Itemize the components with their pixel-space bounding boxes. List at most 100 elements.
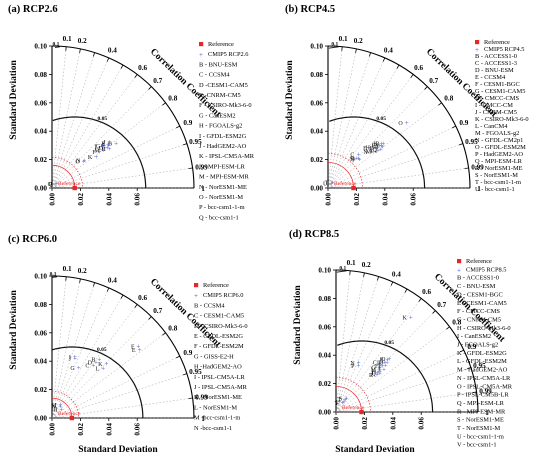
model-point-marker: + <box>357 362 361 370</box>
legend-entry: H -HadGEM2-AO <box>194 364 242 371</box>
legend-entry: G - CanESM2 <box>199 112 236 119</box>
corr-tick-label: 0.95 <box>189 368 202 376</box>
model-point-marker: + <box>60 406 64 414</box>
model-point-marker: + <box>73 354 77 362</box>
corr-tick-label: 1 <box>201 415 205 423</box>
x-tick-label: 0.06 <box>410 193 418 206</box>
panel-title: (d) RCP8.5 <box>289 229 339 240</box>
legend-model-marker: + <box>475 46 479 54</box>
model-point-marker: + <box>373 147 377 155</box>
corr-tick-label: 0.95 <box>473 362 486 370</box>
legend-entry: M - HadGEM2-AO <box>457 367 508 374</box>
legend-entry: N - IPSL-CM5A-LR <box>457 375 511 382</box>
model-point-marker: + <box>379 146 383 154</box>
x-tick-label: 0.06 <box>134 193 142 206</box>
corr-grid-line <box>335 349 464 413</box>
model-point-label: E <box>378 363 382 369</box>
legend-entry: O - NorESM1-M <box>199 194 243 201</box>
legend-entry: D -CESM1-CAM5 <box>199 82 248 89</box>
corr-tick-mark <box>106 57 110 62</box>
y-tick-label: 0.10 <box>310 43 323 51</box>
taylor-panel-3: 0.1 0.2 0.4 0.6 0.7 0.8 0.9 0.95 0.99 1 0.05 0.1 Ref… <box>8 234 248 455</box>
legend-entry: Reference <box>203 282 229 289</box>
corr-grid-line <box>51 46 67 189</box>
model-point-marker: + <box>106 140 110 148</box>
rms-contour-label: 0.05 <box>384 340 394 346</box>
y-tick-label: 0.02 <box>318 380 331 388</box>
corr-grid-line <box>51 355 180 419</box>
corr-grid-line <box>51 278 81 419</box>
model-point-label: C <box>350 152 354 158</box>
corr-grid-line <box>327 74 414 189</box>
rms-contour <box>336 270 347 273</box>
model-point-label: M <box>94 149 100 155</box>
legend: Reference + CMIP5 RCP2.6 B - BNU-ESM C - CCS… <box>199 41 255 221</box>
model-point-label: L <box>377 360 381 366</box>
y-tick-label: 0.10 <box>34 43 47 51</box>
model-point-marker: + <box>378 363 382 371</box>
corr-tick-label: 1 <box>485 409 489 417</box>
reference-std-arc <box>327 162 354 189</box>
model-point-label: M <box>51 403 57 409</box>
corr-tick-mark <box>464 167 469 169</box>
taylor-panel-1: 0.1 0.2 0.4 0.6 0.7 0.8 0.9 0.95 0.99 1 0.05 0.1 Ref… <box>8 4 255 221</box>
reference-arc-label: Reference <box>58 180 81 187</box>
legend-entry: H - CMCC-CMS <box>475 95 519 102</box>
corr-tick-label: 0.8 <box>168 94 177 102</box>
rms-contour <box>54 46 60 48</box>
corr-tick-mark <box>396 64 400 69</box>
legend-entry: P - HadGEM2-AO <box>475 151 523 158</box>
legend-entry: E - GFDL-ESM2G <box>194 333 243 340</box>
rms-contour <box>52 116 147 188</box>
y-tick-label: 0.08 <box>318 295 331 303</box>
model-point-marker: + <box>91 362 95 370</box>
legend-entry: L - CanCM4 <box>475 123 508 130</box>
model-point-marker: + <box>100 142 104 150</box>
model-point-marker: + <box>355 155 359 163</box>
legend-entry: B - ACCESS1-0 <box>475 53 517 60</box>
model-point-marker: + <box>376 142 380 150</box>
reference-point <box>359 409 364 415</box>
model-point-marker: + <box>381 143 385 151</box>
corr-tick-label: 0.4 <box>384 47 393 55</box>
model-point-marker: + <box>380 142 384 150</box>
model-point-marker: + <box>342 398 346 406</box>
model-point-marker: + <box>379 358 383 366</box>
model-point-marker: + <box>357 154 361 162</box>
corr-tick-label: 0.2 <box>78 37 87 45</box>
corr-grid-line <box>51 143 187 189</box>
reference-std-arc <box>51 156 84 189</box>
model-point-label: V <box>334 401 339 407</box>
model-point-label: U <box>323 181 328 187</box>
legend-entry: S - NorESM1-M <box>475 172 518 179</box>
y-axis-label: Standard Deviation <box>9 290 19 370</box>
corr-grid-line <box>335 391 477 413</box>
corr-tick-label: 0.4 <box>108 47 117 55</box>
corr-tick-mark <box>369 52 371 57</box>
outer-std-arc <box>51 45 195 189</box>
model-point-marker: + <box>387 355 391 363</box>
model-point-marker: + <box>82 158 86 166</box>
corr-tick-mark <box>438 102 442 106</box>
corr-tick-mark <box>162 332 166 336</box>
corr-tick-mark <box>404 288 408 293</box>
model-point-marker: + <box>377 141 381 149</box>
model-point-label: C <box>101 143 105 149</box>
corr-tick-mark <box>120 294 124 299</box>
corr-tick-label: 0.6 <box>422 288 431 296</box>
legend-entry: K - IPSL-CM5A-MR <box>199 153 255 160</box>
model-point-marker: + <box>375 369 379 377</box>
model-point-marker: + <box>343 395 347 403</box>
corr-grid-line <box>335 288 408 413</box>
corr-tick-label: 0.95 <box>189 138 202 146</box>
model-point-label: T <box>337 397 341 403</box>
corr-grid-line <box>335 270 351 413</box>
corr-grid-line <box>51 102 166 189</box>
legend-entry: CMIP5 RCP2.6 <box>208 51 249 58</box>
corr-grid-line <box>327 86 428 189</box>
model-point-marker: + <box>356 150 360 158</box>
model-point-marker: + <box>54 180 58 188</box>
corr-grid-line <box>327 102 442 189</box>
legend-entry: Reference <box>466 258 492 265</box>
